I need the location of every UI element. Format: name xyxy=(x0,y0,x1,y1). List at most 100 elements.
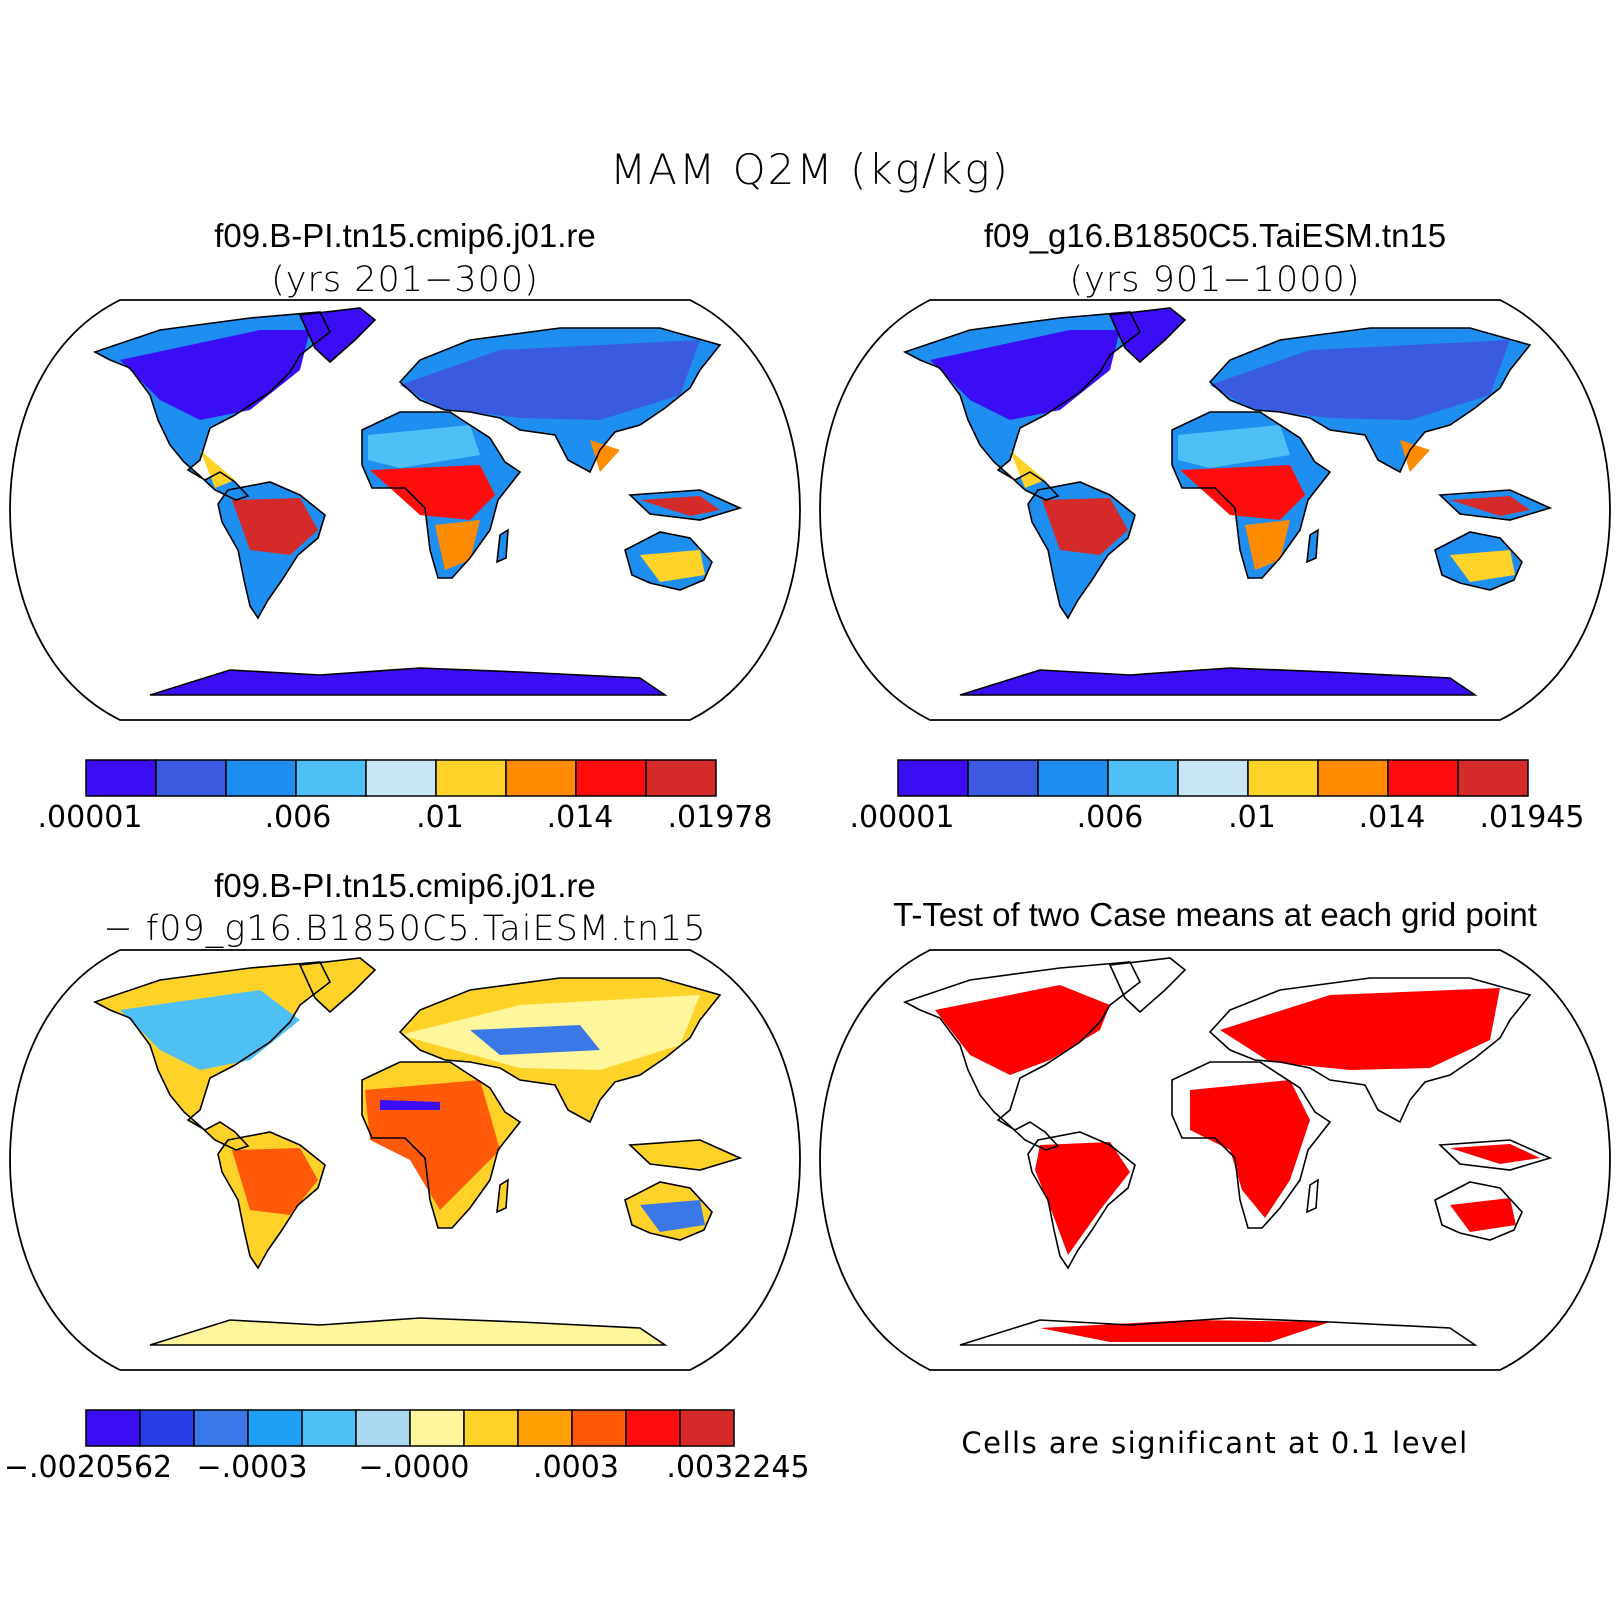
panel-title-case2: f09_g16.B1850C5.TaiESM.tn15 xyxy=(983,217,1447,254)
antarctica-land xyxy=(960,668,1475,695)
colorbar-label: .01978 xyxy=(667,800,773,835)
colorbar-box xyxy=(85,759,157,797)
value-region xyxy=(400,340,700,420)
colorbar-label: .014 xyxy=(546,800,614,835)
colorbar-box xyxy=(897,759,969,797)
value-region xyxy=(1400,440,1430,472)
colorbar-label: .0003 xyxy=(533,1450,619,1485)
colorbar-box xyxy=(463,1409,519,1447)
greenland-coastline xyxy=(298,957,377,1014)
colorbar-box xyxy=(139,1409,195,1447)
greenland-land xyxy=(1110,958,1185,1012)
colorbar-box xyxy=(505,759,577,797)
value-region xyxy=(1245,520,1290,570)
maritime-continent-coastline xyxy=(1438,1139,1553,1171)
value-region xyxy=(1220,988,1500,1070)
value-region xyxy=(232,1148,318,1215)
south-america-coastline xyxy=(1027,481,1136,620)
colorbar-label: .006 xyxy=(264,800,332,835)
colorbar-box xyxy=(645,759,717,797)
value-region xyxy=(120,990,300,1070)
colorbar-box xyxy=(85,1409,141,1447)
colorbar-box xyxy=(1037,759,1109,797)
colorbar-case2 xyxy=(897,759,1529,797)
panel-title-case1: f09.B-PI.tn15.cmip6.j01.re xyxy=(214,217,596,254)
colorbar-label: −.0000 xyxy=(358,1450,470,1485)
greenland-coastline xyxy=(1108,957,1187,1014)
maritime-continent-coastline xyxy=(1438,489,1553,521)
colorbar-box xyxy=(295,759,367,797)
value-region xyxy=(1450,496,1530,516)
value-region xyxy=(365,1080,500,1210)
madagascar-coastline xyxy=(1306,1178,1319,1214)
colorbar-box xyxy=(409,1409,465,1447)
value-region xyxy=(1035,1142,1130,1255)
panel-subtitle-case1: (yrs 201−300) xyxy=(271,260,539,300)
antarctica-coastline xyxy=(149,1317,668,1346)
colorbar-box xyxy=(625,1409,681,1447)
value-region xyxy=(470,1025,600,1055)
greenland-coastline xyxy=(298,307,377,364)
africa-coastline xyxy=(1171,411,1332,579)
value-region xyxy=(1178,425,1290,468)
colorbar-box xyxy=(301,1409,357,1447)
colorbar-box xyxy=(1177,759,1249,797)
map-ttest xyxy=(819,949,1611,1371)
colorbar-label: −.0020562 xyxy=(3,1450,173,1485)
greenland-land xyxy=(1110,308,1185,362)
value-region xyxy=(590,440,620,472)
colorbar-box xyxy=(1457,759,1529,797)
colorbar-box xyxy=(155,759,227,797)
map-content xyxy=(902,307,1553,696)
south-america-coastline xyxy=(217,481,326,620)
colorbar-box xyxy=(1247,759,1319,797)
australia-coastline xyxy=(1434,1181,1523,1241)
australia-coastline xyxy=(1434,531,1523,591)
eurasia-coastline xyxy=(398,977,722,1124)
colorbar-box xyxy=(571,1409,627,1447)
colorbar-labels-diff: −.0020562 −.0003 −.0000 .0003 .0032245 xyxy=(0,1450,810,1490)
colorbar-label: −.0003 xyxy=(196,1450,308,1485)
eurasia-coastline xyxy=(1208,977,1532,1124)
colorbar-labels-case1: .00001 .006 .01 .014 .01978 xyxy=(0,800,810,840)
map-content xyxy=(92,307,743,696)
value-region xyxy=(640,1200,705,1232)
value-region xyxy=(368,425,480,468)
madagascar-coastline xyxy=(496,1178,509,1214)
colorbar-box xyxy=(1317,759,1389,797)
north-america-coastline xyxy=(92,311,332,501)
colorbar-box xyxy=(1387,759,1459,797)
map-case1 xyxy=(9,299,801,721)
colorbar-box xyxy=(1107,759,1179,797)
antarctica-land xyxy=(150,668,665,695)
colorbar-box xyxy=(517,1409,573,1447)
panel-title-diff: f09.B-PI.tn15.cmip6.j01.re xyxy=(214,867,596,904)
panel-title-ttest: T-Test of two Case means at each grid po… xyxy=(893,896,1537,933)
value-region xyxy=(1040,1320,1330,1342)
value-region xyxy=(640,550,705,582)
map-diff xyxy=(9,949,801,1371)
australia-coastline xyxy=(624,531,713,591)
colorbar-box xyxy=(365,759,437,797)
colorbar-box xyxy=(225,759,297,797)
south-america-coastline xyxy=(1027,1131,1136,1270)
colorbar-box xyxy=(247,1409,303,1447)
panel-subtitle-diff: − f09_g16.B1850C5.TaiESM.tn15 xyxy=(103,909,707,949)
south-america-coastline xyxy=(217,1131,326,1270)
value-region xyxy=(232,498,318,555)
value-region xyxy=(935,985,1110,1075)
greenland-land xyxy=(300,958,375,1012)
australia-coastline xyxy=(624,1181,713,1241)
colorbar-case1 xyxy=(85,759,717,797)
colorbar-label: .00001 xyxy=(37,800,143,835)
greenland-coastline xyxy=(1108,307,1187,364)
significance-note: Cells are significant at 0.1 level xyxy=(961,1426,1469,1460)
maritime-continent-coastline xyxy=(628,489,743,521)
colorbar-box xyxy=(435,759,507,797)
north-america-coastline xyxy=(902,961,1142,1151)
value-region xyxy=(1010,450,1045,488)
colorbar-label: .01945 xyxy=(1479,800,1585,835)
map-content xyxy=(92,957,743,1346)
map-case2 xyxy=(819,299,1611,721)
map-border xyxy=(9,299,801,721)
